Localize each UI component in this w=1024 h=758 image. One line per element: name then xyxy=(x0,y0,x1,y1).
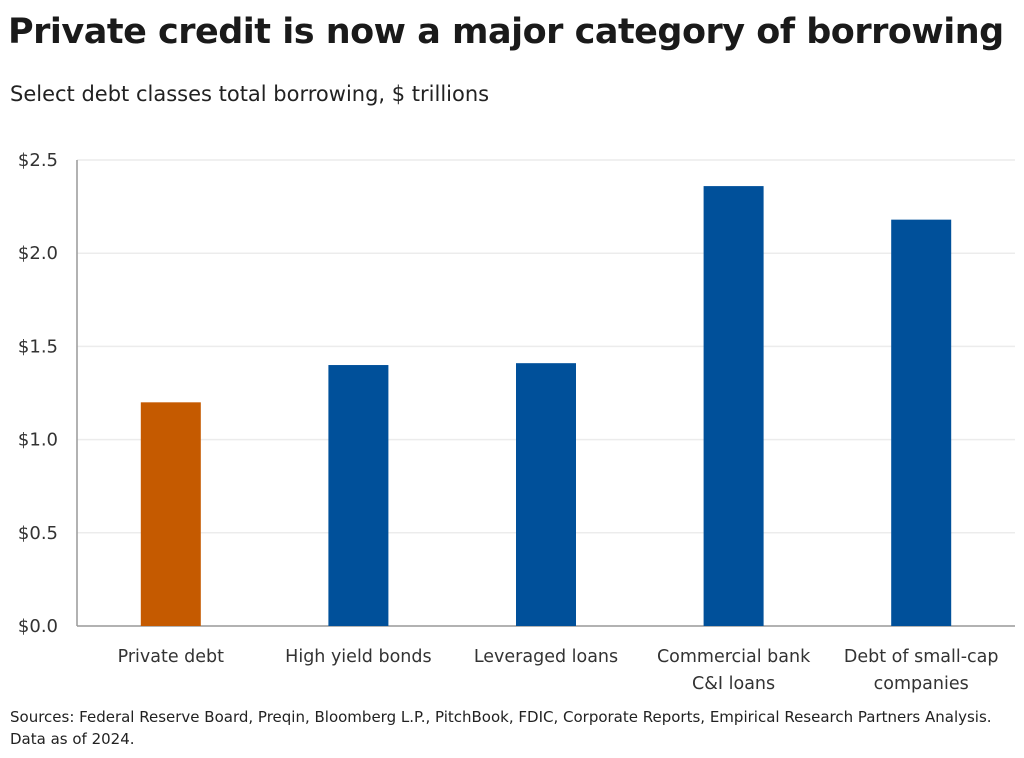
x-category-label: C&I loans xyxy=(692,674,775,694)
y-tick-label: $2.5 xyxy=(18,150,58,171)
chart-title: Private credit is now a major category o… xyxy=(8,12,1004,52)
x-category-label: companies xyxy=(874,674,969,694)
x-category-label: Private debt xyxy=(118,647,225,667)
y-tick-label: $1.0 xyxy=(18,430,58,451)
bar xyxy=(891,219,952,626)
x-category-label: Leveraged loans xyxy=(474,647,618,667)
y-tick-label: $0.0 xyxy=(18,616,58,637)
x-category-label: High yield bonds xyxy=(285,647,431,667)
bar xyxy=(328,365,389,626)
y-tick-label: $0.5 xyxy=(18,523,58,544)
y-tick-label: $2.0 xyxy=(18,243,58,264)
y-tick-label: $1.5 xyxy=(18,336,58,357)
bar xyxy=(703,186,764,626)
chart-subtitle: Select debt classes total borrowing, $ t… xyxy=(10,82,490,106)
bar xyxy=(140,402,201,626)
source-note: Sources: Federal Reserve Board, Preqin, … xyxy=(10,708,992,748)
bar xyxy=(516,363,576,626)
x-category-label: Commercial bank xyxy=(657,647,811,667)
x-category-label: Debt of small-cap xyxy=(844,647,999,667)
